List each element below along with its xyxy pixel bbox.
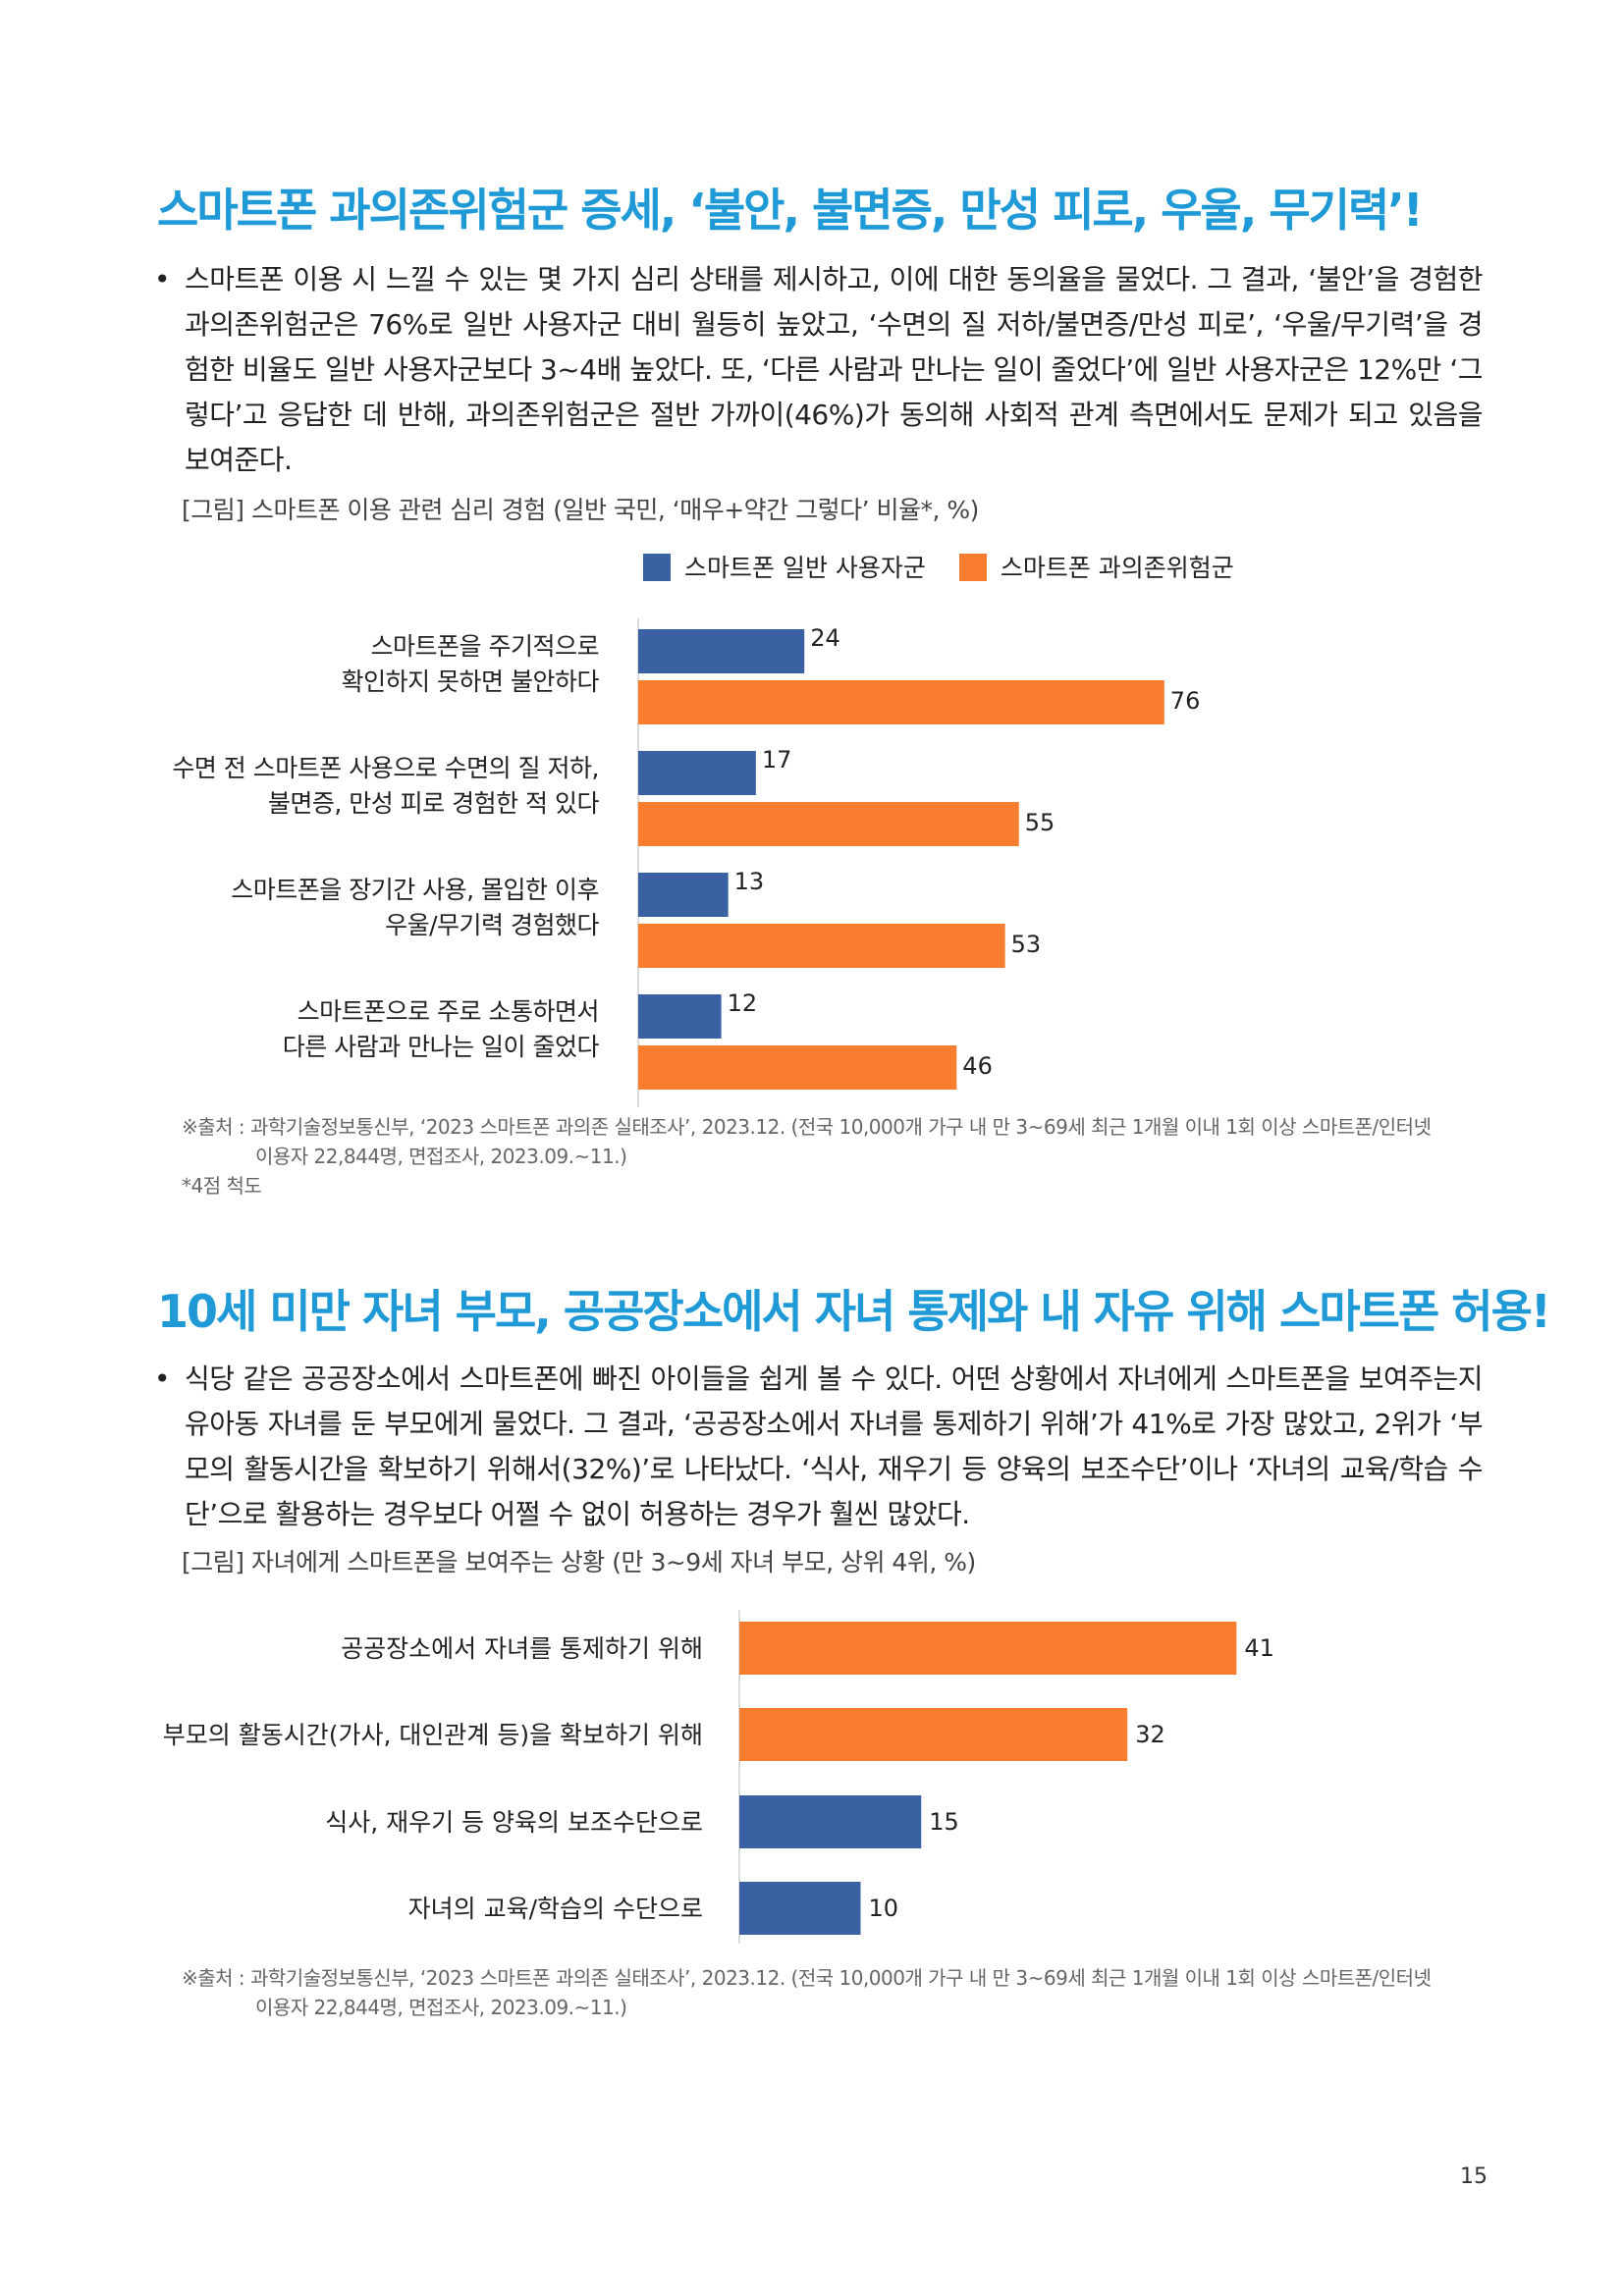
- chart1-category-label: 스마트폰으로 주로 소통하면서 다른 사람과 만나는 일이 줄었다: [282, 997, 600, 1061]
- section1-title: 스마트폰 과의존위험군 증세, ‘불안, 불면증, 만성 피로, 우울, 무기력…: [157, 184, 1424, 237]
- bar: [739, 1622, 1237, 1675]
- bar: [638, 1045, 957, 1090]
- bar: [638, 802, 1019, 846]
- legend-label-general: 스마트폰 일반 사용자군: [684, 554, 926, 582]
- bar: [638, 873, 729, 917]
- page-number: 15: [1460, 2164, 1488, 2189]
- chart1-plot: 24 17 13 12 76 55 53 46: [637, 618, 1201, 1107]
- bar: [739, 1882, 861, 1935]
- data-label: 13: [734, 868, 765, 895]
- legend-item-overdependent: 스마트폰 과의존위험군: [958, 554, 1234, 582]
- category-label: 부모의 활동시간(가사, 대인관계 등)을 확보하기 위해: [163, 1721, 703, 1749]
- data-label: 24: [810, 624, 840, 652]
- section1-paragraph: • 스마트폰 이용 시 느낄 수 있는 몇 가지 심리 상태를 제시하고, 이에…: [154, 257, 1484, 483]
- bar: [739, 1795, 922, 1848]
- figure1-caption: [그림] 스마트폰 이용 관련 심리 경험 (일반 국민, ‘매우+약간 그렇다…: [182, 496, 979, 524]
- section2-paragraph: • 식당 같은 공공장소에서 스마트폰에 빠진 아이들을 쉽게 볼 수 있다. …: [154, 1357, 1484, 1537]
- section2-paragraph-text: 식당 같은 공공장소에서 스마트폰에 빠진 아이들을 쉽게 볼 수 있다. 어떤…: [185, 1362, 1484, 1530]
- chart1-category-label: 수면 전 스마트폰 사용으로 수면의 질 저하, 불면증, 만성 피로 경험한 적…: [172, 754, 599, 818]
- data-label: 53: [1011, 931, 1042, 958]
- source-line: ※출처 : 과학기술정보통신부, ‘2023 스마트폰 과의존 실태조사’, 2…: [182, 1115, 1432, 1139]
- section2-title: 10세 미만 자녀 부모, 공공장소에서 자녀 통제와 내 자유 위해 스마트폰…: [157, 1285, 1551, 1338]
- data-label: 55: [1025, 809, 1055, 836]
- data-label: 17: [762, 746, 792, 774]
- data-label: 32: [1135, 1721, 1165, 1748]
- category-label: 자녀의 교육/학습의 수단으로: [408, 1895, 703, 1923]
- chart1-category-label: 스마트폰을 장기간 사용, 몰입한 이후 우울/무기력 경험했다: [231, 876, 599, 939]
- source-line: 이용자 22,844명, 면접조사, 2023.09.~11.): [255, 1996, 627, 2019]
- bar: [739, 1708, 1128, 1761]
- legend-swatch-general: [643, 554, 671, 581]
- figure1-source: ※출처 : 과학기술정보통신부, ‘2023 스마트폰 과의존 실태조사’, 2…: [182, 1112, 1488, 1201]
- source-line: 이용자 22,844명, 면접조사, 2023.09.~11.): [255, 1145, 627, 1168]
- data-label: 76: [1170, 687, 1201, 715]
- data-label: 15: [929, 1808, 959, 1836]
- bullet: •: [154, 1362, 171, 1395]
- figure2-source: ※출처 : 과학기술정보통신부, ‘2023 스마트폰 과의존 실태조사’, 2…: [182, 1963, 1488, 2022]
- chart2-plot: 41 공공장소에서 자녀를 통제하기 위해 32 부모의 활동시간(가사, 대인관계 …: [163, 1610, 1274, 1944]
- category-label: 공공장소에서 자녀를 통제하기 위해: [341, 1634, 703, 1663]
- bar: [638, 994, 722, 1039]
- legend-item-general: 스마트폰 일반 사용자군: [643, 554, 934, 582]
- data-label: 41: [1244, 1634, 1274, 1662]
- bar: [638, 680, 1164, 724]
- chart1-category-label: 스마트폰을 주기적으로 확인하지 못하면 불안하다: [341, 632, 600, 696]
- bar: [638, 629, 805, 673]
- bullet: •: [154, 263, 171, 295]
- data-label: 46: [962, 1052, 993, 1080]
- category-label: 식사, 재우기 등 양육의 보조수단으로: [325, 1808, 703, 1837]
- footnote: *4점 척도: [182, 1174, 262, 1198]
- data-label: 12: [728, 989, 758, 1017]
- source-line: ※출처 : 과학기술정보통신부, ‘2023 스마트폰 과의존 실태조사’, 2…: [182, 1966, 1432, 1990]
- bar: [638, 924, 1005, 968]
- figure2-caption: [그림] 자녀에게 스마트폰을 보여주는 상황 (만 3~9세 자녀 부모, 상…: [182, 1548, 976, 1576]
- figure1-legend: 스마트폰 일반 사용자군 스마트폰 과의존위험군: [643, 549, 1234, 584]
- bar: [638, 751, 756, 795]
- legend-swatch-overdependent: [958, 554, 987, 581]
- section1-paragraph-text: 스마트폰 이용 시 느낄 수 있는 몇 가지 심리 상태를 제시하고, 이에 대…: [185, 263, 1484, 476]
- legend-label-overdependent: 스마트폰 과의존위험군: [1000, 554, 1234, 582]
- data-label: 10: [869, 1895, 899, 1922]
